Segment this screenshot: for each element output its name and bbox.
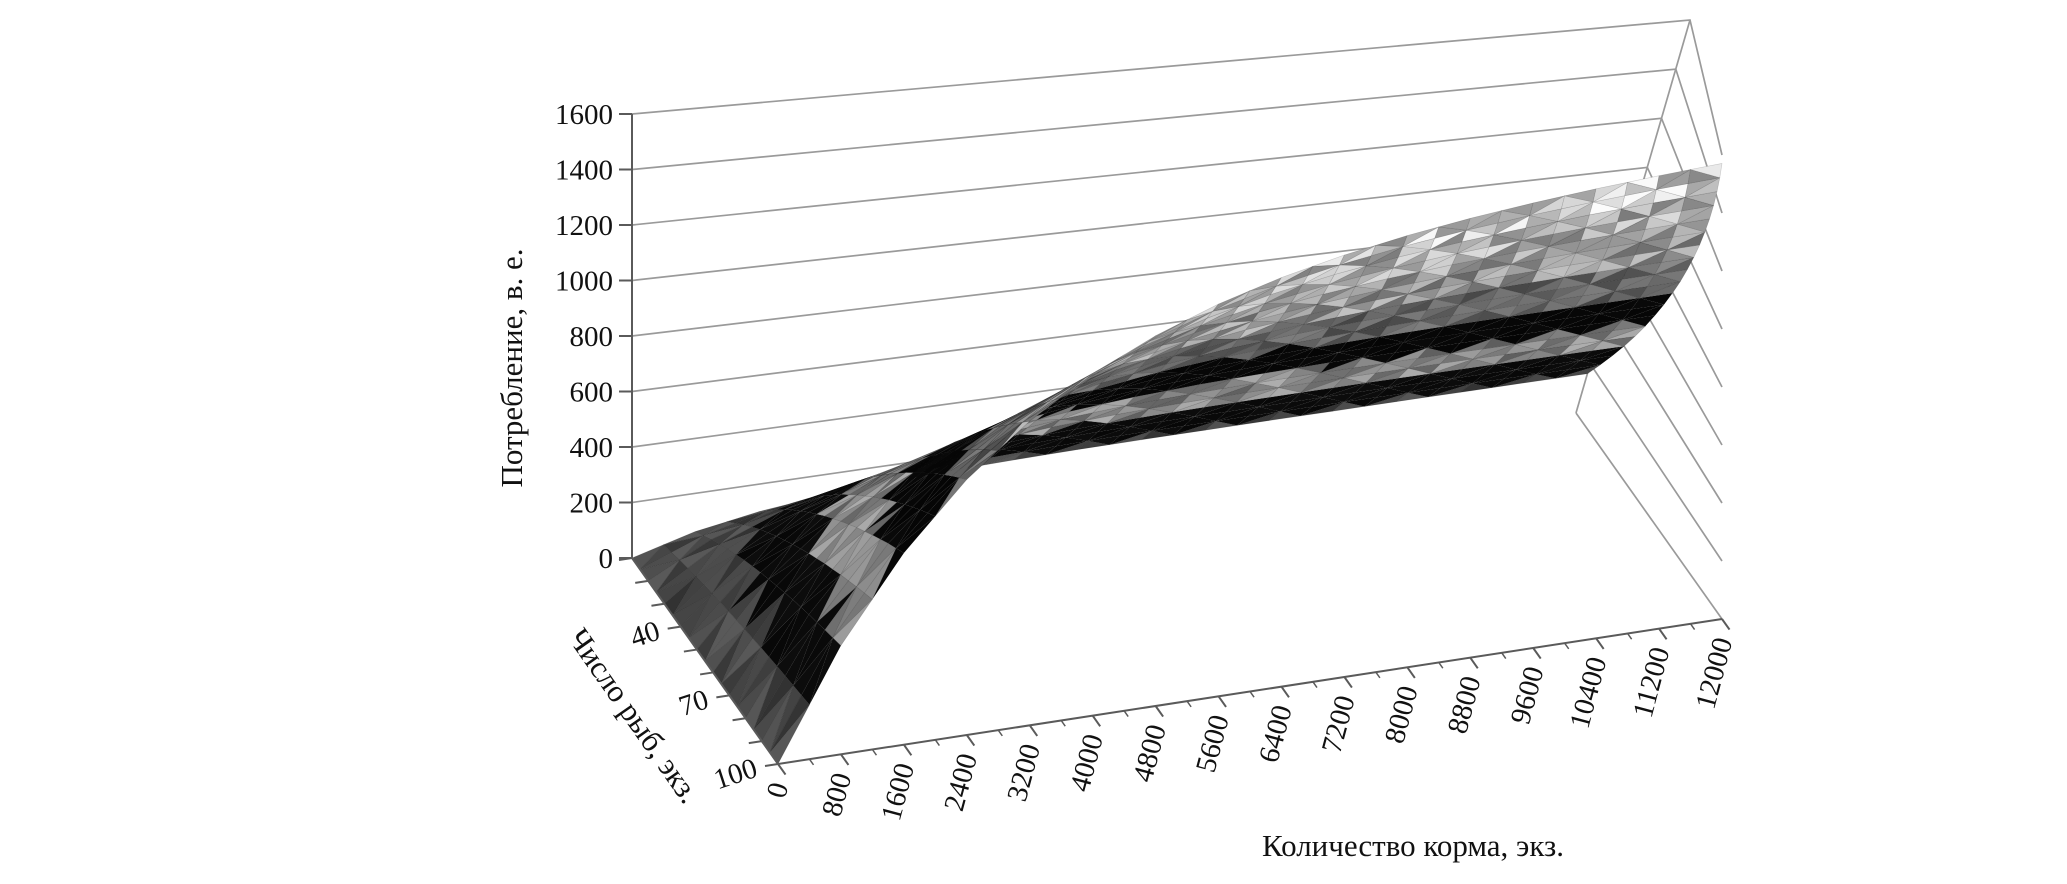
z-axis-title: Потребление, в. е. (494, 248, 529, 488)
tick-label: 100 (710, 752, 761, 796)
tick-label: 5600 (1190, 711, 1236, 775)
surface-mesh (631, 163, 1723, 765)
tick-label: 12000 (1690, 634, 1740, 712)
tick-label: 40 (626, 615, 663, 654)
tick-label: 800 (816, 769, 858, 819)
tick-label: 0 (599, 543, 614, 575)
tick-label: 800 (570, 321, 614, 353)
tick-label: 2400 (938, 750, 984, 814)
tick-label: 8800 (1442, 673, 1488, 737)
tick-label: 4000 (1064, 731, 1110, 795)
tick-label: 200 (570, 488, 614, 520)
tick-label: 4800 (1127, 721, 1173, 785)
tick-label: 3200 (1001, 740, 1047, 804)
tick-label: 1600 (875, 760, 921, 824)
tick-label: 1400 (555, 155, 613, 187)
tick-label: 1000 (555, 266, 613, 298)
tick-label: 0 (761, 779, 796, 801)
tick-label: 9600 (1505, 663, 1551, 727)
tick-label: 600 (570, 377, 614, 409)
tick-label: 400 (570, 432, 614, 464)
tick-label: 8000 (1379, 682, 1425, 746)
tick-label: 70 (675, 684, 712, 723)
tick-label: 1200 (555, 210, 613, 242)
tick-label: 11200 (1627, 644, 1676, 721)
tick-label: 7200 (1316, 692, 1362, 756)
x-axis-title: Количество корма, экз. (1261, 828, 1565, 863)
tick-label: 10400 (1564, 653, 1614, 731)
tick-label: 1600 (555, 99, 613, 131)
tick-label: 6400 (1253, 702, 1299, 766)
